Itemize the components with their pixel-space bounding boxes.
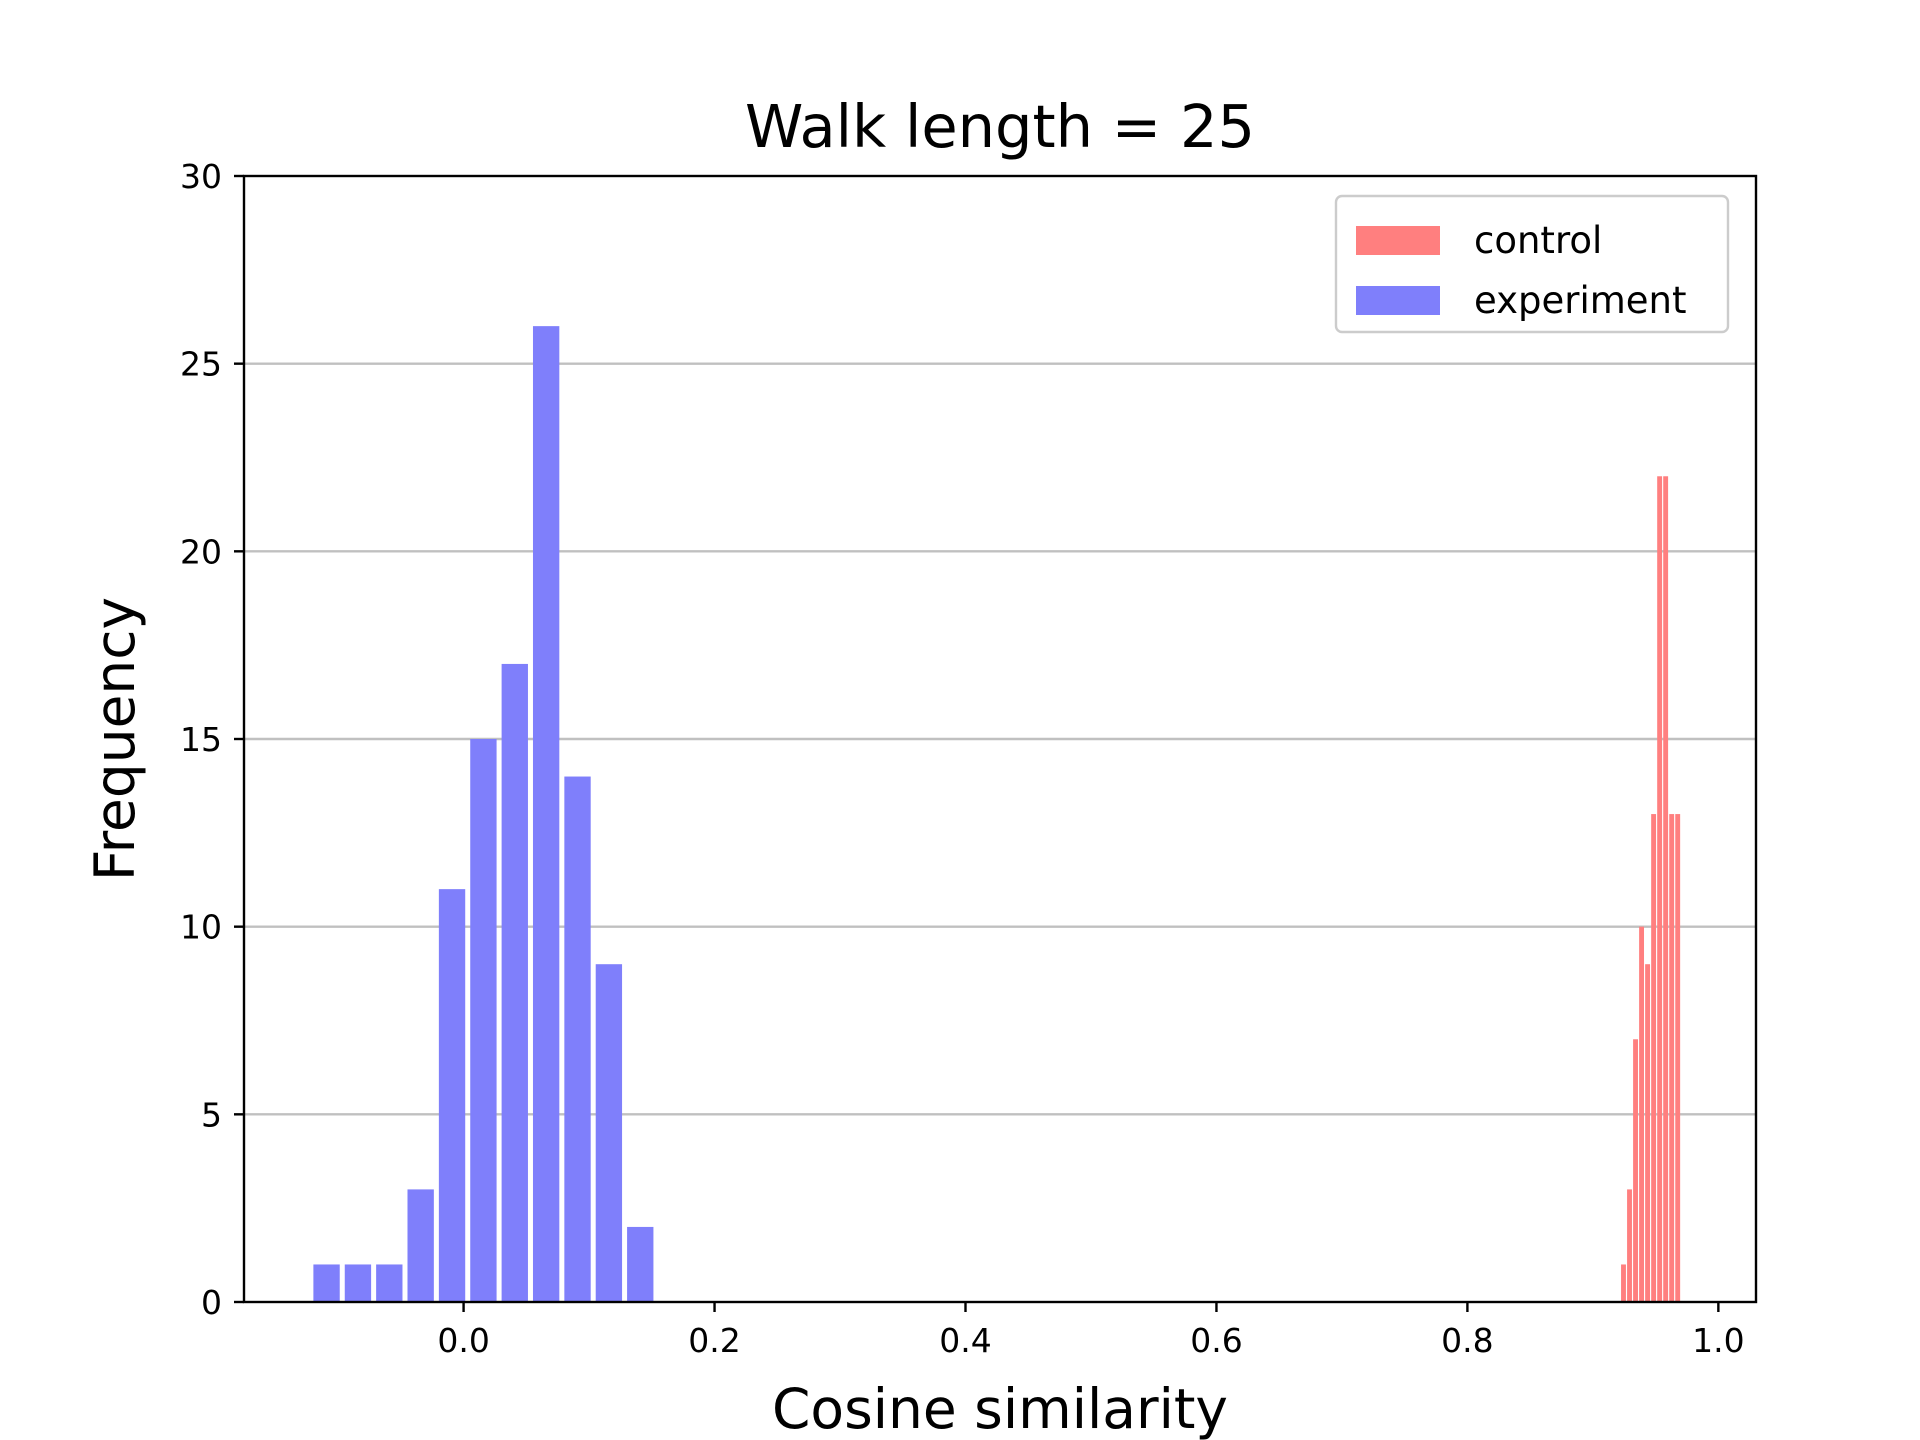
x-tick-label-2: 0.4 — [939, 1321, 991, 1360]
y-tick-label-0: 0 — [201, 1283, 222, 1322]
bars-layer — [313, 326, 1681, 1303]
x-axis-title: Cosine similarity — [772, 1377, 1228, 1440]
legend: control experiment — [1334, 194, 1730, 334]
bar-experiment-6 — [501, 663, 528, 1302]
bar-control-6 — [1657, 476, 1663, 1302]
bar-experiment-9 — [595, 964, 623, 1302]
legend-swatch-control — [1356, 226, 1440, 255]
y-tick-label-6: 30 — [180, 157, 222, 196]
y-tick-label-3: 15 — [180, 720, 222, 759]
x-tick-label-1: 0.2 — [688, 1321, 740, 1360]
bar-control-2 — [1633, 1039, 1638, 1302]
x-tick-label-0: 0.0 — [437, 1321, 489, 1360]
bar-experiment-8 — [564, 776, 591, 1302]
bar-experiment-2 — [376, 1264, 403, 1302]
bar-experiment-10 — [627, 1226, 654, 1302]
chart-title: Walk length = 25 — [745, 92, 1255, 161]
bar-control-8 — [1669, 814, 1675, 1302]
x-tick-label-5: 1.0 — [1692, 1321, 1744, 1360]
bar-experiment-0 — [313, 1264, 340, 1302]
bar-experiment-3 — [407, 1189, 434, 1302]
y-tick-label-2: 10 — [180, 908, 222, 947]
bar-control-1 — [1627, 1189, 1632, 1302]
bar-control-0 — [1621, 1264, 1626, 1302]
x-tick-label-4: 0.8 — [1441, 1321, 1493, 1360]
legend-swatch-experiment — [1356, 286, 1440, 315]
legend-label-control: control — [1474, 219, 1602, 262]
x-tick-label-3: 0.6 — [1190, 1321, 1242, 1360]
bar-experiment-7 — [532, 326, 560, 1303]
bar-control-9 — [1675, 814, 1681, 1302]
y-tick-label-5: 25 — [180, 345, 222, 384]
bar-control-5 — [1651, 814, 1657, 1302]
y-axis-title: Frequency — [83, 597, 147, 881]
y-tick-label-4: 20 — [180, 532, 222, 571]
bar-experiment-4 — [438, 889, 466, 1302]
bar-control-3 — [1639, 926, 1645, 1302]
bar-control-4 — [1645, 964, 1651, 1302]
bar-experiment-1 — [344, 1264, 372, 1302]
bar-experiment-5 — [470, 739, 497, 1302]
ticks-layer: 0.0 0.2 0.4 0.6 0.8 1.0 0 5 10 15 20 25 30 — [180, 157, 1745, 1360]
bar-control-7 — [1663, 476, 1669, 1302]
legend-label-experiment: experiment — [1474, 279, 1687, 322]
y-tick-label-1: 5 — [201, 1095, 222, 1134]
